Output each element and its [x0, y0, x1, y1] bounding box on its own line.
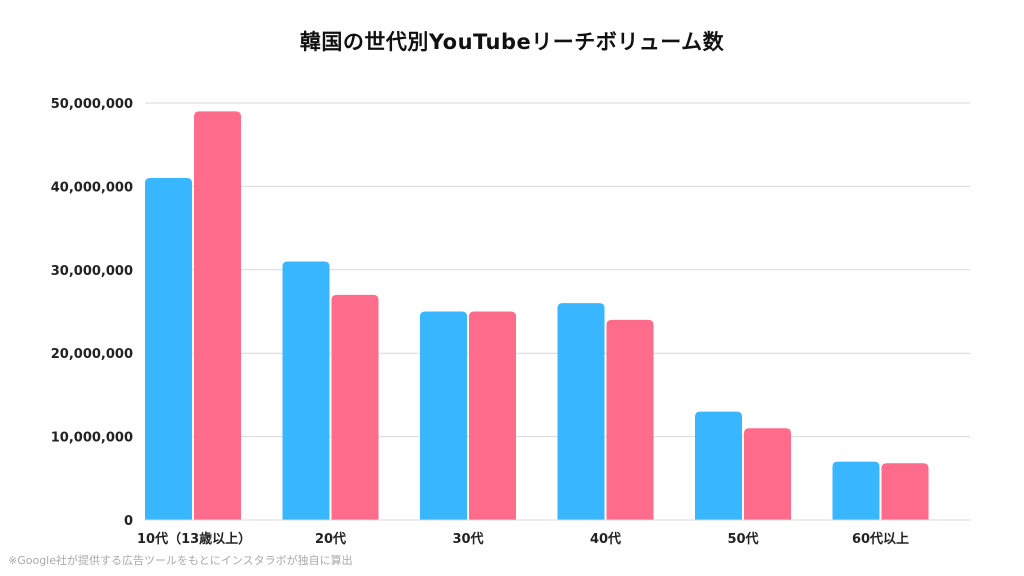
x-tick-label: 60代以上 [852, 531, 909, 547]
y-tick-label: 0 [124, 514, 133, 529]
footnote: ※Google社が提供する広告ツールをもとにインスタラボが独自に算出 [8, 554, 353, 567]
bars [145, 111, 929, 520]
y-tick-label: 50,000,000 [51, 97, 133, 112]
bar-series-2 [881, 463, 929, 520]
x-tick-label: 50代 [727, 531, 758, 547]
bar-series-1 [557, 303, 605, 520]
bar-series-2 [194, 111, 241, 520]
y-tick-label: 40,000,000 [51, 180, 133, 195]
x-tick-label: 40代 [590, 531, 621, 547]
y-tick-label: 30,000,000 [51, 264, 133, 279]
bar-series-2 [744, 428, 791, 520]
bar-series-1 [282, 261, 330, 520]
x-tick-label: 30代 [452, 531, 483, 547]
axes: 0 10,000,000 20,000,000 30,000,000 40,000,00… [51, 97, 970, 547]
x-tick-label: 20代 [315, 531, 346, 547]
y-tick-label: 20,000,000 [51, 347, 133, 362]
bar-series-1 [420, 311, 467, 520]
bar-series-2 [469, 311, 516, 520]
bar-series-2 [606, 319, 654, 520]
x-tick-label: 10代（13歳以上） [137, 531, 251, 547]
y-tick-label: 10,000,000 [51, 431, 133, 446]
bar-series-1 [695, 411, 742, 520]
bar-series-1 [145, 178, 192, 520]
chart-title: 韓国の世代別YouTubeリーチボリューム数 [299, 30, 725, 54]
bar-series-1 [832, 461, 880, 520]
bar-series-2 [331, 294, 379, 520]
